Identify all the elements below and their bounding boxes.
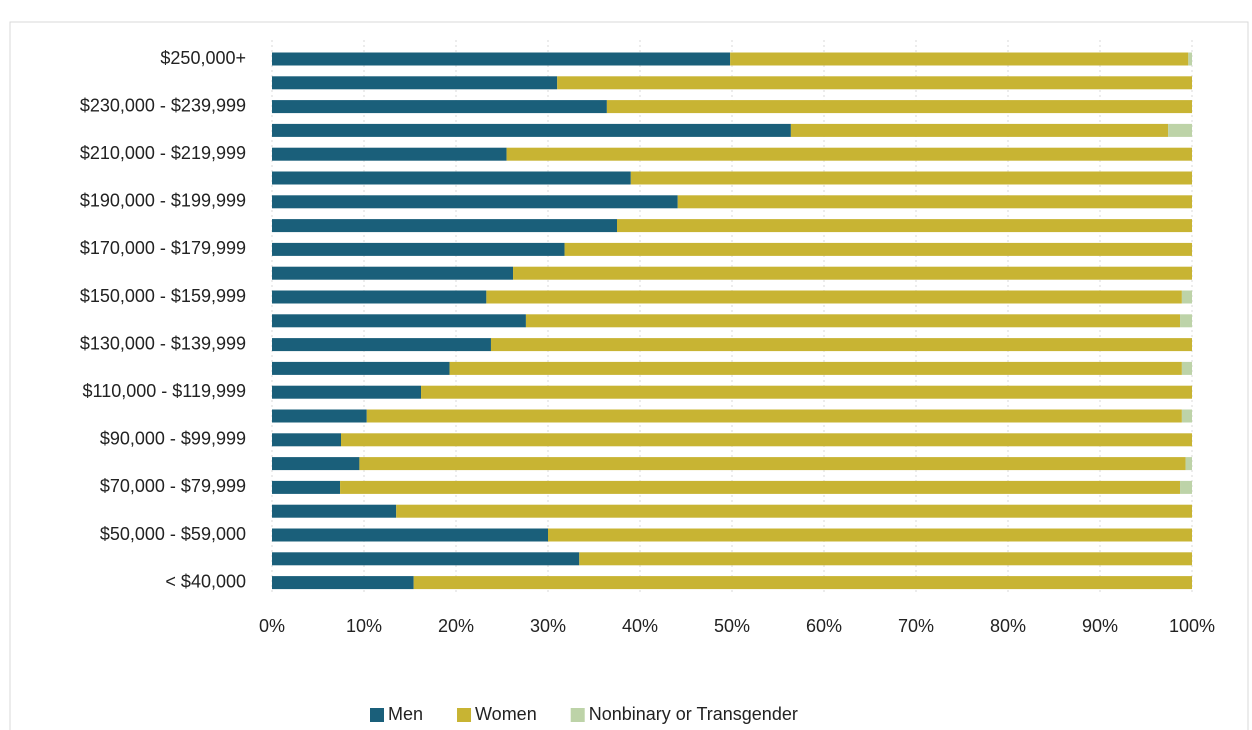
bar-segment (272, 528, 548, 542)
x-tick-label: 0% (259, 616, 285, 636)
x-tick-label: 30% (530, 616, 566, 636)
y-tick-label: $250,000+ (160, 48, 246, 68)
y-tick-label: $130,000 - $139,999 (80, 333, 246, 353)
bar-segment (272, 433, 341, 447)
bar-segment (272, 504, 397, 518)
y-tick-label: $90,000 - $99,999 (100, 429, 246, 449)
bar-segment (272, 552, 580, 566)
bar-segment (486, 290, 1182, 304)
bar-segment (630, 171, 1192, 185)
x-tick-label: 80% (990, 616, 1026, 636)
bar-segment (557, 76, 1192, 90)
legend-label: Women (475, 704, 537, 724)
bar-segment (730, 52, 1189, 66)
legend-label: Men (388, 704, 423, 724)
bar-segment (272, 76, 558, 90)
bar-segment (272, 52, 731, 66)
x-tick-label: 70% (898, 616, 934, 636)
bar-segment (272, 266, 514, 280)
bar-segment (1168, 123, 1192, 137)
bar-segment (396, 504, 1192, 518)
y-tick-label: $110,000 - $119,999 (83, 381, 246, 401)
bar-segment (272, 457, 360, 471)
bar-segment (1181, 290, 1192, 304)
x-tick-label: 50% (714, 616, 750, 636)
y-tick-label: $230,000 - $239,999 (80, 95, 246, 115)
legend-label: Nonbinary or Transgender (589, 704, 798, 724)
y-tick-label: $210,000 - $219,999 (80, 143, 246, 163)
bar-segment (525, 314, 1181, 328)
x-tick-label: 100% (1169, 616, 1215, 636)
bar-segment (359, 457, 1186, 471)
bar-segment (506, 147, 1193, 161)
bar-segment (1181, 361, 1192, 375)
x-tick-label: 20% (438, 616, 474, 636)
legend-swatch (570, 708, 585, 722)
bar-segment (272, 147, 507, 161)
bar-segment (272, 480, 341, 494)
bar-segment (341, 433, 1192, 447)
bar-segment (272, 409, 367, 423)
bar-segment (449, 361, 1182, 375)
bar-segment (490, 338, 1193, 352)
bar-segment (272, 171, 631, 185)
legend-swatch (370, 708, 384, 722)
bar-segment (1180, 314, 1192, 328)
chart-frame (9, 21, 1249, 730)
bar-segment (1188, 52, 1192, 66)
legend-swatch (457, 708, 472, 722)
bar-segment (340, 480, 1181, 494)
bar-segment (564, 242, 1192, 256)
x-tick-label: 60% (806, 616, 842, 636)
y-tick-label: < $40,000 (165, 571, 246, 591)
bar-segment (548, 528, 1192, 542)
bar-segment (272, 338, 491, 352)
bar-segment (606, 100, 1192, 114)
bar-segment (677, 195, 1192, 209)
y-tick-label: $70,000 - $79,999 (100, 476, 246, 496)
bar-segment (1180, 480, 1192, 494)
bar-segment (272, 195, 678, 209)
y-tick-label: $150,000 - $159,999 (80, 286, 246, 306)
x-tick-label: 90% (1082, 616, 1118, 636)
bar-segment (413, 576, 1192, 590)
bar-segment (513, 266, 1192, 280)
y-tick-label: $190,000 - $199,999 (80, 191, 246, 211)
bar-segment (272, 290, 487, 304)
bar-segment (272, 100, 607, 114)
bar-segment (617, 219, 1192, 233)
bar-segment (579, 552, 1192, 566)
bar-segment (1185, 457, 1192, 471)
bar-segment (272, 219, 617, 233)
bar-segment (272, 385, 422, 399)
bar-segment (272, 314, 526, 328)
bar-segment (272, 242, 565, 256)
x-tick-label: 40% (622, 616, 658, 636)
bar-segment (366, 409, 1182, 423)
bar-segment (272, 361, 450, 375)
bar-segment (790, 123, 1169, 137)
bar-segment (1181, 409, 1192, 423)
bar-segment (272, 576, 414, 590)
bar-segment (421, 385, 1192, 399)
y-tick-label: $50,000 - $59,000 (100, 524, 246, 544)
y-tick-label: $170,000 - $179,999 (80, 238, 246, 258)
x-tick-label: 10% (346, 616, 382, 636)
bar-segment (272, 123, 791, 137)
